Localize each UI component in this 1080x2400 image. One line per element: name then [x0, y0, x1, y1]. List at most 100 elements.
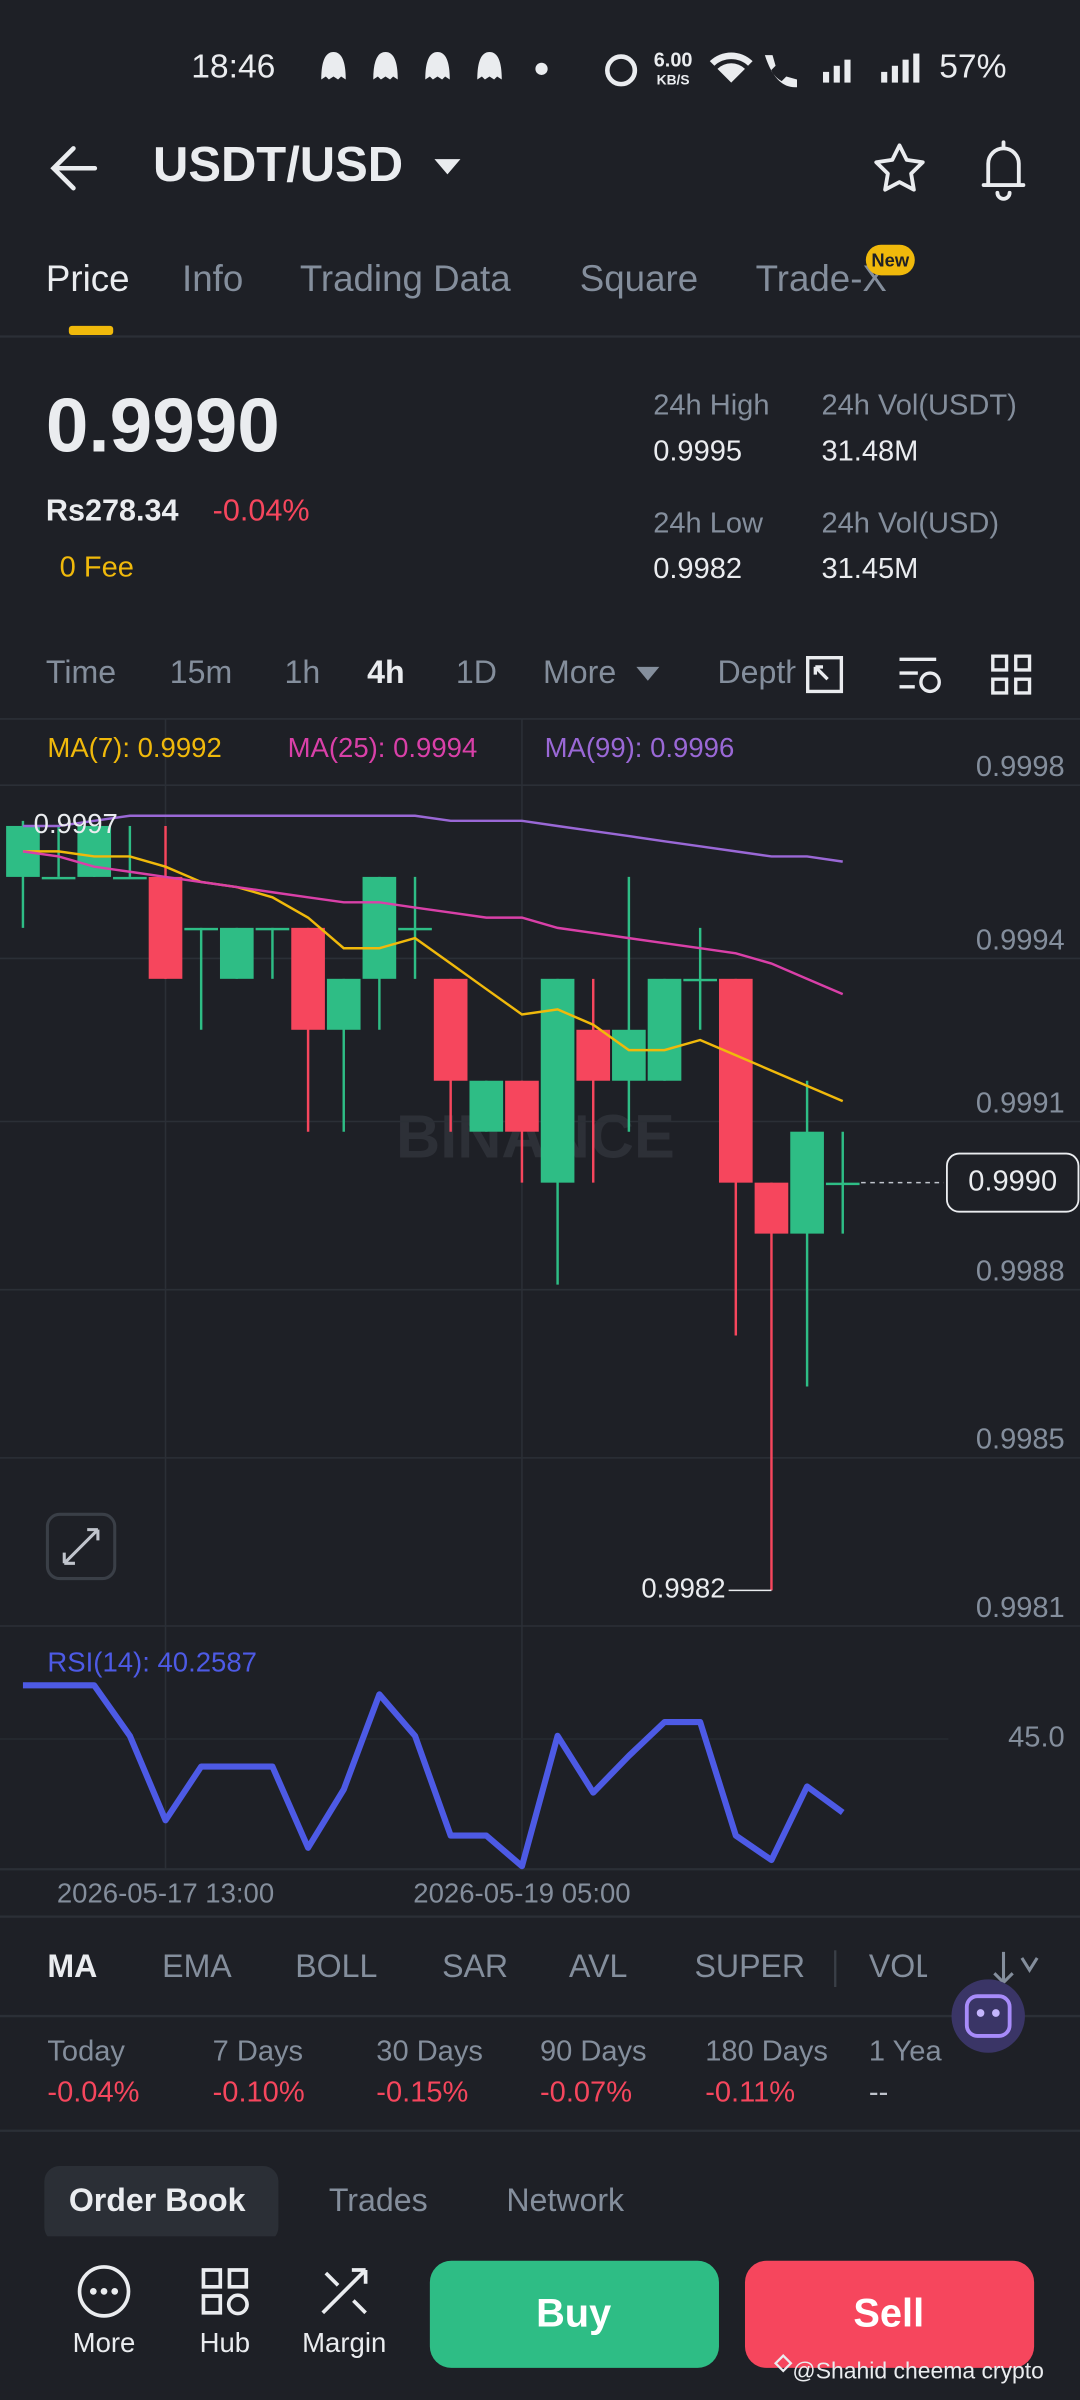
assistant-bubble [951, 1979, 1025, 2053]
margin-icon[interactable] [321, 2268, 368, 2315]
favorite-button[interactable] [874, 143, 925, 192]
indicator-option[interactable]: BOLL [295, 1948, 377, 1984]
status-time: 18:46 [191, 49, 275, 86]
call-icon [764, 55, 797, 88]
notif-icon [373, 52, 398, 80]
expand-button[interactable] [45, 1512, 117, 1581]
interval-option[interactable]: Time [46, 654, 116, 690]
candle-body [219, 927, 254, 979]
indicator-option[interactable]: EMA [162, 1948, 232, 1984]
signal-bar [833, 65, 840, 83]
candle-body [683, 978, 717, 982]
interval-option[interactable]: 15m [170, 654, 232, 690]
candle-body [148, 876, 183, 979]
indicator-option[interactable]: SUPER [695, 1948, 806, 1984]
more-icon[interactable] [77, 2265, 131, 2318]
sell-label[interactable]: Sell [853, 2291, 924, 2335]
bottom-action[interactable]: Hub [200, 2327, 250, 2358]
indicator-option[interactable]: AVL [569, 1948, 627, 1984]
assistant-face [964, 1994, 1012, 2038]
candle-body [505, 1080, 539, 1132]
period-change: -0.15% [376, 2077, 468, 2109]
interval-option[interactable]: 1h [285, 654, 321, 690]
indicator-option[interactable]: VOL [869, 1948, 933, 1984]
buy-button[interactable] [429, 2260, 719, 2368]
tab[interactable]: Price [46, 258, 130, 299]
sell-button[interactable] [744, 2260, 1035, 2368]
assistant-eye [976, 2009, 985, 2017]
last-price: 0.9990 [46, 384, 280, 469]
status-speed-unit: KB/S [657, 73, 690, 88]
interval-option[interactable]: 1D [456, 654, 497, 690]
status-battery: 57% [939, 49, 1006, 86]
interval-option[interactable]: Depth [717, 654, 803, 690]
back-button[interactable] [50, 146, 98, 191]
last-price-box [945, 1152, 1080, 1213]
stat-label: 24h Vol(USDT) [821, 390, 1016, 422]
book-tab[interactable]: Trades [329, 2182, 428, 2218]
stat-value: 31.45M [821, 553, 918, 585]
x-tick-label: 2026-05-17 13:00 [57, 1877, 274, 1908]
candle-body [612, 1029, 646, 1081]
high-label: 0.9997 [34, 808, 118, 839]
y-tick-label: 0.9991 [976, 1087, 1065, 1119]
price-change: -0.04% [213, 494, 310, 528]
pair-title[interactable]: USDT/USD [153, 138, 403, 192]
bottom-action[interactable]: More [73, 2327, 136, 2358]
period-label: 7 Days [213, 2035, 303, 2067]
indicator-settings[interactable] [993, 1951, 1039, 1985]
legend-entry: MA(25): 0.9994 [288, 732, 478, 763]
stat-label: 24h High [653, 390, 769, 422]
period-label: 1 Year [869, 2035, 952, 2067]
interval-option[interactable]: 4h [367, 654, 404, 690]
tab-badge-bg [865, 244, 915, 276]
layout-icon[interactable] [991, 654, 1032, 695]
candle-body [754, 1182, 789, 1234]
settings-icon[interactable] [899, 657, 941, 694]
wifi-icon [709, 52, 753, 83]
fullscreen-icon[interactable] [806, 656, 844, 694]
indicator-option[interactable]: MA [47, 1948, 97, 1984]
indicator-option[interactable]: SAR [442, 1948, 508, 1984]
bottom-action[interactable]: Margin [302, 2327, 386, 2358]
rsi-line [22, 1682, 845, 1870]
stat-value: 0.9995 [653, 435, 742, 467]
hub-icon[interactable] [201, 2268, 249, 2316]
period-change: -0.04% [47, 2077, 139, 2109]
interval-option[interactable]: More [543, 654, 616, 690]
candle-body [433, 978, 468, 1081]
notif-icon [477, 52, 502, 80]
chart-tools[interactable] [806, 654, 1032, 695]
x-tick-label: 2026-05-19 05:00 [413, 1877, 630, 1908]
tab[interactable]: Square [580, 258, 698, 299]
candle-body [113, 876, 147, 880]
alert-button[interactable] [981, 140, 1026, 201]
signal-bar [913, 53, 920, 83]
low-label: 0.9982 [641, 1573, 725, 1604]
stat-label: 24h Low [653, 507, 764, 539]
y-tick-label: 0.9994 [976, 924, 1065, 956]
tab[interactable]: Trading Data [300, 258, 511, 299]
pair-dropdown[interactable] [434, 159, 461, 175]
y-tick-label: 0.9988 [976, 1256, 1065, 1288]
watermark-logo [773, 2354, 793, 2373]
indicator-bar: MA EMA BOLL SAR AVL SUPER VOL [47, 1948, 933, 1984]
notif-icon [321, 52, 346, 80]
y-tick-label: 0.9985 [976, 1424, 1065, 1456]
buy-label[interactable]: Buy [536, 2291, 611, 2335]
book-tab[interactable]: Order Book [69, 2182, 246, 2218]
tab-badge: New [871, 249, 909, 270]
tab[interactable]: Info [182, 258, 243, 299]
book-tab[interactable]: Network [506, 2182, 625, 2218]
assistant-button[interactable] [951, 1979, 1025, 2053]
candle-body [825, 1182, 860, 1186]
more-dropdown[interactable] [636, 666, 660, 681]
tab[interactable]: Trade-X [756, 258, 887, 299]
more-dots [89, 2288, 119, 2295]
legend-entry: MA(7): 0.9992 [47, 732, 221, 763]
interval-bar: Time 15m 1h 4h 1D More Depth [46, 654, 803, 690]
notif-dot [535, 62, 548, 75]
assistant-eye [992, 2009, 1000, 2017]
